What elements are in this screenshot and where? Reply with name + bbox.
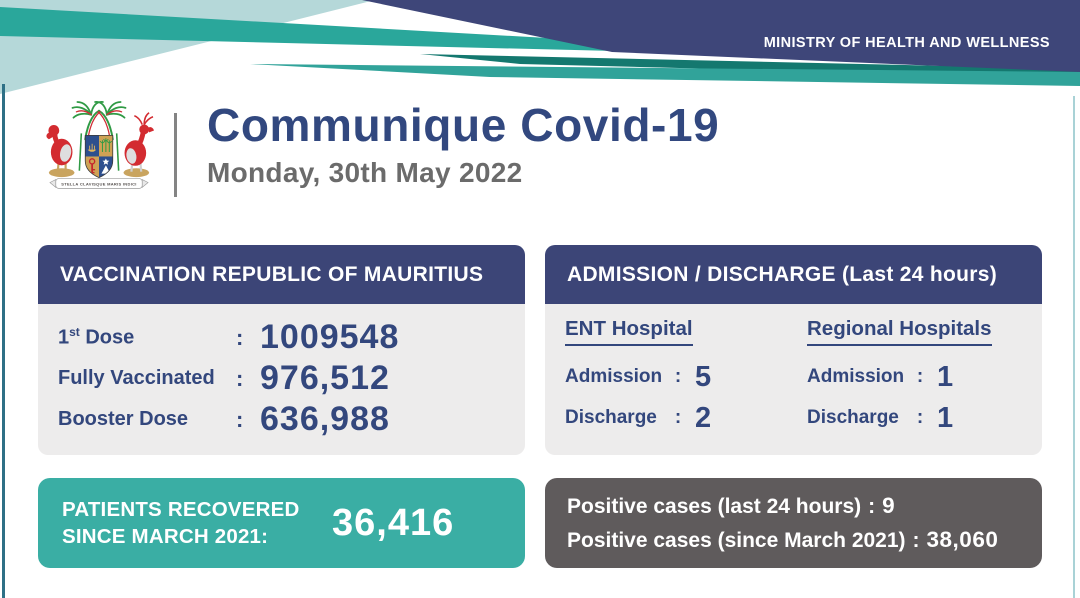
top-banner: MINISTRY OF HEALTH AND WELLNESS bbox=[0, 0, 1080, 96]
header-divider bbox=[174, 113, 177, 197]
hospital-name: ENT Hospital bbox=[565, 317, 693, 346]
stat-value: 2 bbox=[695, 401, 712, 434]
vaccination-row-fully-vaccinated: Fully Vaccinated : 976,512 bbox=[58, 358, 505, 399]
ministry-name: MINISTRY OF HEALTH AND WELLNESS bbox=[763, 35, 1050, 51]
vaccination-panel: VACCINATION REPUBLIC OF MAURITIUS 1st Do… bbox=[38, 245, 525, 455]
vaccination-panel-body: 1st Dose : 1009548 Fully Vaccinated : 97… bbox=[38, 304, 525, 455]
stat-value: 9 bbox=[882, 493, 896, 518]
coat-of-arms-motto: STELLA CLAVISQUE MARIS INDICI bbox=[61, 182, 136, 187]
stat-label: Admission bbox=[807, 366, 905, 387]
vaccination-label: 1st Dose bbox=[58, 325, 135, 349]
mauritius-coat-of-arms-icon: STELLA CLAVISQUE MARIS INDICI bbox=[46, 100, 154, 189]
patients-recovered-label: PATIENTS RECOVERED SINCE MARCH 2021: bbox=[62, 497, 300, 548]
vaccination-value: 636,988 bbox=[260, 400, 390, 438]
vaccination-label: Booster Dose bbox=[58, 408, 189, 430]
admission-discharge-panel: ADMISSION / DISCHARGE (Last 24 hours) EN… bbox=[545, 245, 1042, 455]
regional-hospitals-column: Regional Hospitals Admission : 1 Dischar… bbox=[807, 317, 1022, 442]
vaccination-row-booster-dose: Booster Dose : 636,988 bbox=[58, 399, 505, 440]
colon: : bbox=[674, 407, 682, 428]
stat-label: Positive cases (last 24 hours) bbox=[567, 495, 862, 518]
stat-label: Positive cases (since March 2021) bbox=[567, 529, 906, 552]
admission-panel-body: ENT Hospital Admission : 5 Discharge : 2… bbox=[545, 304, 1042, 455]
colon: : bbox=[912, 529, 920, 552]
ent-hospital-column: ENT Hospital Admission : 5 Discharge : 2 bbox=[565, 317, 780, 442]
patients-recovered-value: 36,416 bbox=[332, 501, 455, 544]
stat-value: 5 bbox=[695, 360, 712, 393]
vaccination-row-first-dose: 1st Dose : 1009548 bbox=[58, 317, 505, 358]
discharge-row: Discharge : 2 bbox=[565, 400, 780, 436]
admission-row: Admission : 1 bbox=[807, 359, 1022, 395]
vaccination-panel-title: VACCINATION REPUBLIC OF MAURITIUS bbox=[38, 245, 525, 304]
content-grid: VACCINATION REPUBLIC OF MAURITIUS 1st Do… bbox=[38, 245, 1042, 568]
title-block: Communique Covid-19 Monday, 30th May 202… bbox=[207, 100, 719, 189]
stat-value: 1 bbox=[937, 401, 954, 434]
admission-row: Admission : 5 bbox=[565, 359, 780, 395]
stat-value: 1 bbox=[937, 360, 954, 393]
hospital-name: Regional Hospitals bbox=[807, 317, 992, 346]
banner-ribbons-graphic bbox=[0, 0, 1080, 94]
vaccination-value: 976,512 bbox=[260, 359, 390, 397]
right-edge-stripe bbox=[1072, 96, 1075, 598]
stat-value: 38,060 bbox=[926, 527, 999, 552]
colon: : bbox=[236, 324, 244, 350]
colon: : bbox=[916, 366, 924, 387]
left-edge-stripe bbox=[2, 84, 5, 598]
stat-label: Admission bbox=[565, 366, 663, 387]
patients-recovered-panel: PATIENTS RECOVERED SINCE MARCH 2021: 36,… bbox=[38, 478, 525, 568]
discharge-row: Discharge : 1 bbox=[807, 400, 1022, 436]
positive-cases-24h-row: Positive cases (last 24 hours) : 9 bbox=[567, 489, 1020, 523]
colon: : bbox=[674, 366, 682, 387]
vaccination-label: Fully Vaccinated bbox=[58, 367, 215, 389]
colon: : bbox=[916, 407, 924, 428]
admission-panel-title: ADMISSION / DISCHARGE (Last 24 hours) bbox=[545, 245, 1042, 304]
positive-cases-panel: Positive cases (last 24 hours) : 9 Posit… bbox=[545, 478, 1042, 568]
colon: : bbox=[868, 495, 876, 518]
header: STELLA CLAVISQUE MARIS INDICI Communique… bbox=[40, 100, 719, 210]
positive-cases-since-march-row: Positive cases (since March 2021) : 38,0… bbox=[567, 523, 1020, 557]
page-title: Communique Covid-19 bbox=[207, 99, 720, 151]
colon: : bbox=[236, 406, 244, 432]
stat-label: Discharge bbox=[807, 407, 899, 428]
vaccination-value: 1009548 bbox=[260, 318, 400, 356]
page-date: Monday, 30th May 2022 bbox=[207, 156, 523, 188]
colon: : bbox=[236, 365, 244, 391]
stat-label: Discharge bbox=[565, 407, 657, 428]
